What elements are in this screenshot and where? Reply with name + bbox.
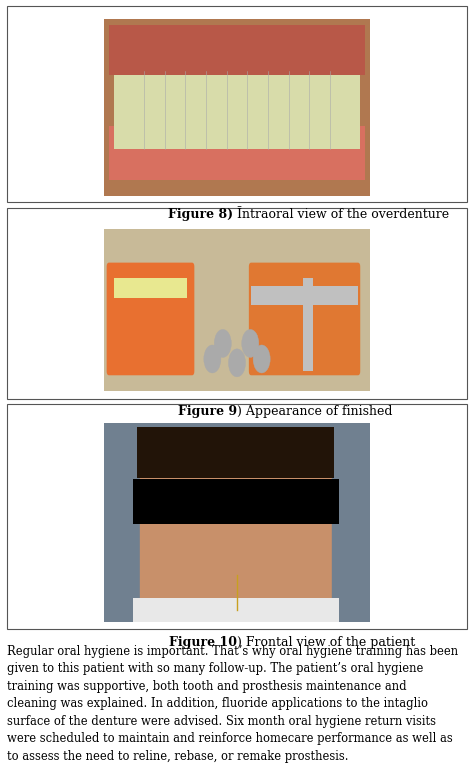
FancyBboxPatch shape xyxy=(303,278,313,371)
FancyBboxPatch shape xyxy=(7,6,467,202)
Text: Figure 8): Figure 8) xyxy=(167,208,237,221)
Circle shape xyxy=(204,345,221,373)
FancyBboxPatch shape xyxy=(133,598,339,622)
Text: ) Appearance of finished: ) Appearance of finished xyxy=(237,405,392,418)
Text: Īntraoral view of the overdenture: Īntraoral view of the overdenture xyxy=(237,208,449,221)
Text: Figure 9: Figure 9 xyxy=(178,405,237,418)
Text: Regular oral hygiene is important. That’s why oral hygiene training has been
giv: Regular oral hygiene is important. That’… xyxy=(7,645,458,763)
FancyBboxPatch shape xyxy=(107,263,194,375)
FancyBboxPatch shape xyxy=(104,423,370,622)
FancyBboxPatch shape xyxy=(7,208,467,399)
Circle shape xyxy=(214,329,231,357)
Text: Figure 10: Figure 10 xyxy=(169,636,237,649)
FancyBboxPatch shape xyxy=(133,479,339,524)
FancyBboxPatch shape xyxy=(109,25,365,75)
FancyBboxPatch shape xyxy=(109,126,365,180)
Text: ) Frontal view of the patient: ) Frontal view of the patient xyxy=(237,636,415,649)
FancyBboxPatch shape xyxy=(137,427,334,478)
FancyBboxPatch shape xyxy=(249,263,360,375)
FancyBboxPatch shape xyxy=(104,19,370,196)
FancyBboxPatch shape xyxy=(114,278,187,298)
FancyBboxPatch shape xyxy=(104,229,370,391)
FancyBboxPatch shape xyxy=(140,439,332,614)
Circle shape xyxy=(228,349,246,377)
FancyBboxPatch shape xyxy=(7,404,467,629)
Circle shape xyxy=(242,329,259,357)
FancyBboxPatch shape xyxy=(251,286,358,305)
Circle shape xyxy=(253,345,270,373)
FancyBboxPatch shape xyxy=(114,71,360,149)
